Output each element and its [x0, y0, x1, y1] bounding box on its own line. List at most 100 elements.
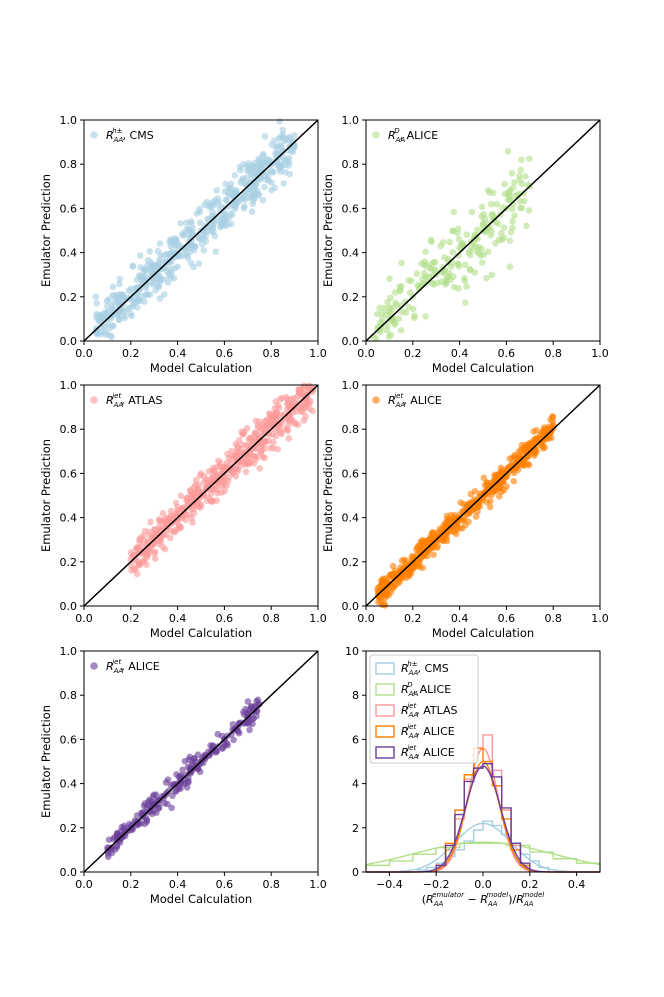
scatter-point	[284, 426, 291, 433]
scatter-point	[215, 457, 222, 465]
scatter-point	[487, 200, 495, 208]
axes-frame	[83, 119, 319, 342]
scatter-point	[439, 537, 447, 544]
x-axis-label: Model Calculation	[150, 626, 252, 640]
scatter-point	[471, 269, 479, 276]
scatter-point	[151, 525, 159, 533]
hist-step	[435, 747, 531, 872]
scatter-point	[255, 155, 263, 162]
scatter-point	[202, 755, 209, 763]
scatter-point	[136, 539, 144, 547]
x-tick-label: 0.6	[216, 347, 234, 360]
scatter-point	[165, 787, 173, 795]
scatter-point	[168, 804, 175, 812]
scatter-point	[115, 316, 123, 323]
scatter-point	[160, 291, 168, 298]
scatter-point	[164, 776, 172, 783]
scatter-point	[151, 548, 159, 555]
y-axis-label: Emulator Prediction	[321, 174, 335, 287]
scatter-point	[383, 326, 391, 334]
scatter-point	[152, 286, 159, 294]
x-tick-label: 0.6	[498, 612, 516, 625]
scatter-points	[127, 382, 317, 578]
scatter-point	[156, 240, 164, 247]
x-tick-label: 0.4	[451, 612, 469, 625]
scatter-point	[509, 217, 516, 225]
x-axis-label-part: AA	[523, 900, 534, 908]
scatter-point	[299, 390, 306, 398]
scatter-point	[275, 404, 283, 412]
scatter-point	[93, 330, 101, 338]
scatter-point	[430, 551, 437, 558]
scatter-point	[204, 483, 212, 491]
scatter-point	[183, 225, 191, 233]
scatter-point	[254, 696, 262, 704]
y-tick-label: 0.8	[60, 689, 78, 702]
panel-5: RAAjet, ALICE 0.0 0.2 0.4 0.6 0.8 1.0 0.0 0.2 0.4…	[39, 645, 327, 906]
legend-text-part: , ATLAS	[416, 704, 457, 717]
scatter-point	[109, 283, 117, 291]
scatter-point	[383, 592, 390, 600]
scatter-point	[413, 270, 421, 278]
y-tick-label: 0.2	[342, 291, 360, 304]
legend-label: RAAjet, ALICE	[401, 744, 455, 761]
scatter-point	[133, 276, 141, 283]
scatter-point	[488, 227, 495, 235]
scatter-point	[231, 172, 239, 179]
legend-text-part: jet	[111, 392, 121, 400]
x-tick-label: −0.2	[423, 878, 450, 891]
scatter-point	[148, 261, 156, 269]
scatter-point	[414, 562, 421, 569]
panel-2: RAAD, ALICE 0.0 0.2 0.4 0.6 0.8 1.0 0.0 0.2 0.4 0.…	[321, 114, 609, 375]
scatter-point	[142, 284, 150, 292]
legend-label: RAAjet, ALICE	[388, 392, 442, 409]
scatter-point	[486, 503, 494, 511]
scatter-point	[177, 220, 184, 227]
legend-text-part: jet	[111, 658, 121, 666]
scatter-point	[463, 231, 470, 238]
x-axis-label-part: AA	[487, 900, 498, 908]
x-tick-label: 0.2	[404, 612, 422, 625]
scatter-point	[261, 133, 269, 140]
legend-text-part: AA	[113, 667, 124, 675]
scatter-point	[259, 453, 267, 461]
scatter-point	[388, 572, 395, 580]
legend-marker	[90, 131, 98, 139]
x-axis-label-part: AA	[433, 900, 444, 908]
scatter-points	[374, 413, 557, 609]
legend-frame	[369, 654, 479, 764]
scatter-point	[286, 170, 294, 178]
legend: RAAD, ALICE	[372, 127, 438, 144]
x-axis-label-part: −	[464, 893, 480, 906]
legend-text-part: AA	[113, 136, 124, 144]
scatter-point	[252, 455, 260, 463]
scatter-point	[196, 768, 204, 776]
x-tick-label: 0.4	[169, 347, 187, 360]
scatter-point	[507, 229, 515, 236]
scatter-point	[240, 708, 247, 716]
scatter-point	[218, 477, 225, 484]
scatter-point	[129, 302, 136, 310]
scatter-point	[266, 410, 273, 417]
scatter-point	[256, 465, 263, 472]
scatter-point	[167, 507, 175, 515]
scatter-point	[428, 238, 435, 246]
legend-text-part: , ALICE	[403, 394, 442, 407]
x-tick-label: −0.4	[376, 878, 403, 891]
scatter-point	[450, 208, 457, 216]
legend-text-part: R	[106, 129, 114, 142]
scatter-point	[306, 400, 313, 407]
scatter-point	[455, 263, 463, 270]
scatter-point	[147, 518, 154, 526]
scatter-point	[161, 545, 169, 553]
y-tick-label: 0.6	[60, 467, 78, 480]
scatter-point	[203, 497, 211, 504]
scatter-point	[202, 232, 210, 240]
scatter-point	[487, 497, 494, 505]
legend-text-part: R	[401, 746, 409, 759]
scatter-point	[261, 183, 268, 191]
scatter-point	[285, 417, 293, 425]
scatter-point	[118, 823, 126, 831]
scatter-point	[478, 203, 486, 211]
legend-text-part: R	[106, 394, 114, 407]
